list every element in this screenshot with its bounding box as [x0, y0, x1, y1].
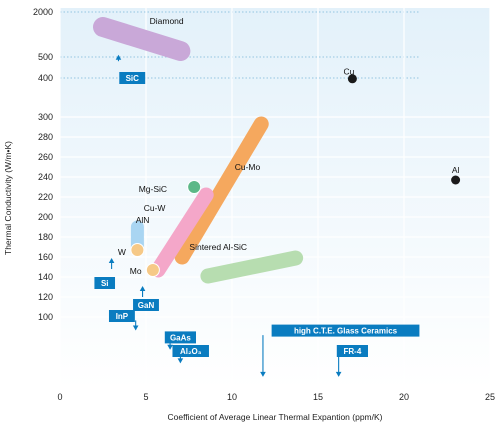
- y-tick-label: 100: [38, 312, 53, 322]
- point-w: [130, 243, 145, 257]
- x-tick-label: 25: [485, 392, 495, 402]
- y-tick-label: 2000: [33, 7, 53, 17]
- annotation-label: SiC: [126, 74, 140, 83]
- annotation-arrowhead: [335, 371, 342, 377]
- material-label: Cu: [344, 67, 355, 77]
- y-tick-label: 140: [38, 272, 53, 282]
- material-label: Sintered Al-SiC: [189, 242, 247, 252]
- y-tick-label: 200: [38, 212, 53, 222]
- y-tick-label: 160: [38, 252, 53, 262]
- annotation-label: Al₂O₃: [180, 347, 202, 356]
- annotation-label: GaN: [138, 301, 155, 310]
- band-sintered-al-sic: [200, 250, 304, 284]
- annotation-arrowhead: [139, 286, 146, 291]
- material-label: Cu-W: [144, 203, 166, 213]
- annotation-arrowhead: [167, 344, 173, 350]
- point-mo: [145, 263, 160, 277]
- y-tick-label: 180: [38, 232, 53, 242]
- annotation-boxes: SiC Si GaN InP GaAs Al₂O₃ high C.T.E. Glass Ce…: [94, 54, 420, 377]
- annotation-arrowhead: [260, 371, 266, 377]
- point-al: [451, 175, 461, 185]
- material-labels: Diamond Cu Al Cu-Mo Mg-SiC Cu-W AlN W Mo Sintered…: [118, 16, 460, 276]
- x-tick-label: 10: [227, 392, 237, 402]
- x-tick-label: 0: [57, 392, 62, 402]
- annotation-label: high C.T.E. Glass Ceramics: [294, 327, 398, 336]
- y-tick-label: 240: [38, 172, 53, 182]
- annotation-arrowhead: [132, 325, 139, 331]
- annotation-box: [108, 310, 135, 322]
- material-points: [130, 74, 461, 277]
- y-tick-label: 300: [38, 112, 53, 122]
- band-diamond: [93, 17, 191, 61]
- annotation-box: [133, 299, 159, 311]
- x-tick-label: 15: [313, 392, 323, 402]
- annotation-box: [336, 345, 368, 357]
- y-tick-label: 260: [38, 152, 53, 162]
- grid-lines: [59, 8, 491, 388]
- annotation-arrowhead: [177, 358, 184, 364]
- x-tick-label: 20: [399, 392, 409, 402]
- annotation-box: [119, 72, 146, 84]
- y-tick-label: 220: [38, 192, 53, 202]
- point-cu: [347, 74, 357, 84]
- y-tick-label: 500: [38, 52, 53, 62]
- y-tick-label: 280: [38, 132, 53, 142]
- material-label: Cu-Mo: [235, 162, 261, 172]
- annotation-box: [94, 277, 116, 289]
- annotation-label: InP: [116, 312, 129, 321]
- material-label: Mo: [130, 266, 142, 276]
- y-tick-label: 400: [38, 73, 53, 83]
- x-tick-label: 5: [143, 392, 148, 402]
- band-cu-mo: [174, 116, 269, 265]
- annotation-arrowhead: [108, 258, 115, 263]
- point-mg-sic: [187, 180, 202, 194]
- material-label: W: [118, 247, 126, 257]
- annotation-box: [172, 345, 209, 357]
- annotation-label: Si: [101, 279, 109, 288]
- annotation-box: [271, 324, 420, 337]
- annotation-label: FR-4: [344, 347, 362, 356]
- material-bands: [93, 17, 304, 284]
- material-label: Diamond: [150, 16, 184, 26]
- annotation-box: [164, 331, 196, 344]
- band-cu-w: [150, 187, 214, 278]
- material-label: Al: [452, 165, 460, 175]
- material-label: Mg-SiC: [139, 184, 167, 194]
- y-axis-title: Thermal Conductivity (W/m•K): [3, 141, 13, 255]
- x-axis-title: Coefficient of Average Linear Thermal Ex…: [168, 412, 383, 422]
- annotation-label: GaAs: [170, 333, 191, 342]
- axis-ticks: 1001201401601802002202402602803004005002…: [33, 7, 495, 402]
- annotation-arrowhead: [115, 54, 122, 60]
- material-label: AlN: [136, 215, 150, 225]
- y-tick-label: 120: [38, 292, 53, 302]
